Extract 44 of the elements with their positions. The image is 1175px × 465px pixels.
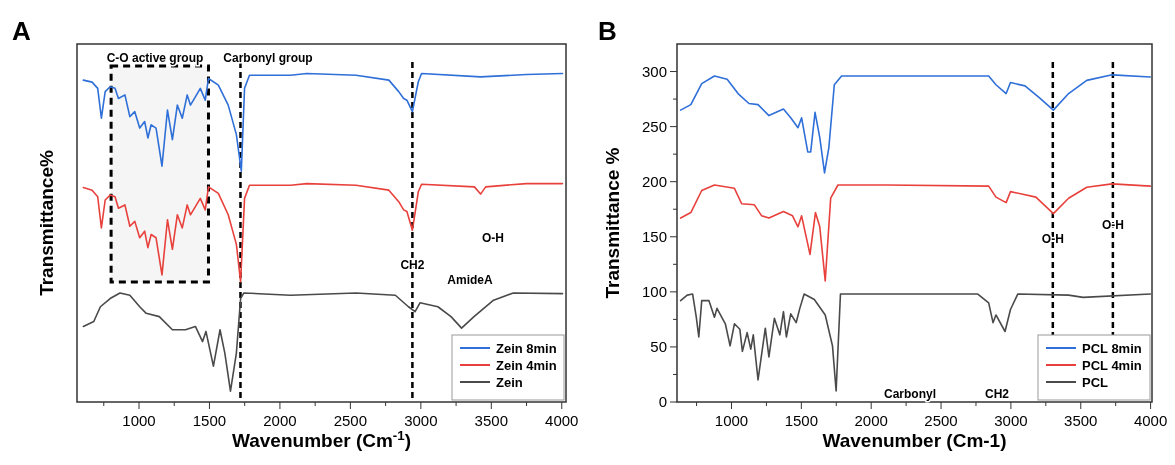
x-tick-label: 4000 xyxy=(545,412,579,429)
y-axis-title: Transmittance% xyxy=(36,150,57,296)
annotation: O-H xyxy=(1041,232,1064,247)
x-tick-label: 4000 xyxy=(1133,412,1168,429)
x-tick-label: 3000 xyxy=(994,412,1028,429)
text: Carbonyl group xyxy=(223,51,313,65)
annotation: CH2 xyxy=(984,387,1010,401)
line-series xyxy=(679,74,1152,174)
line-series xyxy=(679,183,1152,282)
x-tick-label: 3500 xyxy=(1064,412,1098,429)
x-tick-label: 2000 xyxy=(854,412,888,429)
legend-label: PCL xyxy=(1082,375,1109,390)
y-tick-label: 200 xyxy=(641,172,667,190)
x-tick-label: 1500 xyxy=(192,412,227,429)
annotation: CH2 xyxy=(400,257,425,272)
y-tick-label: 0 xyxy=(658,393,667,410)
x-tick-label: 2500 xyxy=(924,412,958,429)
x-tick-label: 2500 xyxy=(333,412,368,429)
legend-label: Zein xyxy=(496,375,523,390)
legend-label: PCL 4min xyxy=(1082,358,1142,373)
legend-label: Zein 4min xyxy=(496,358,557,373)
chart-title: A xyxy=(12,16,31,46)
annotation: O-H xyxy=(1101,218,1124,233)
chart-title: B xyxy=(598,16,617,46)
y-tick-label: 50 xyxy=(650,337,667,355)
annotation: Carbonyl xyxy=(883,387,937,401)
y-tick-label: 100 xyxy=(641,282,667,300)
legend-label: Zein 8min xyxy=(496,341,557,356)
text: C-O active group xyxy=(106,51,204,65)
x-tick-label: 1000 xyxy=(122,412,156,429)
x-axis-title: Wavenumber (Cm$^{-1}$) xyxy=(232,427,411,451)
annotation: O-H xyxy=(482,231,504,245)
x-tick-label: 3000 xyxy=(404,412,438,429)
x-axis-title: Wavenumber (Cm-1) xyxy=(822,430,1007,451)
y-axis-title: Transmittance % xyxy=(602,147,623,299)
y-tick-label: 300 xyxy=(641,62,667,80)
legend-label: PCL 8min xyxy=(1082,341,1142,356)
x-tick-label: 3500 xyxy=(474,412,508,429)
y-tick-label: 150 xyxy=(641,227,667,245)
annotation: AmideA xyxy=(447,273,493,287)
x-tick-label: 2000 xyxy=(263,412,297,429)
y-tick-label: 250 xyxy=(641,117,667,135)
x-tick-label: 1500 xyxy=(784,412,819,429)
x-tick-label: 1000 xyxy=(714,412,749,429)
